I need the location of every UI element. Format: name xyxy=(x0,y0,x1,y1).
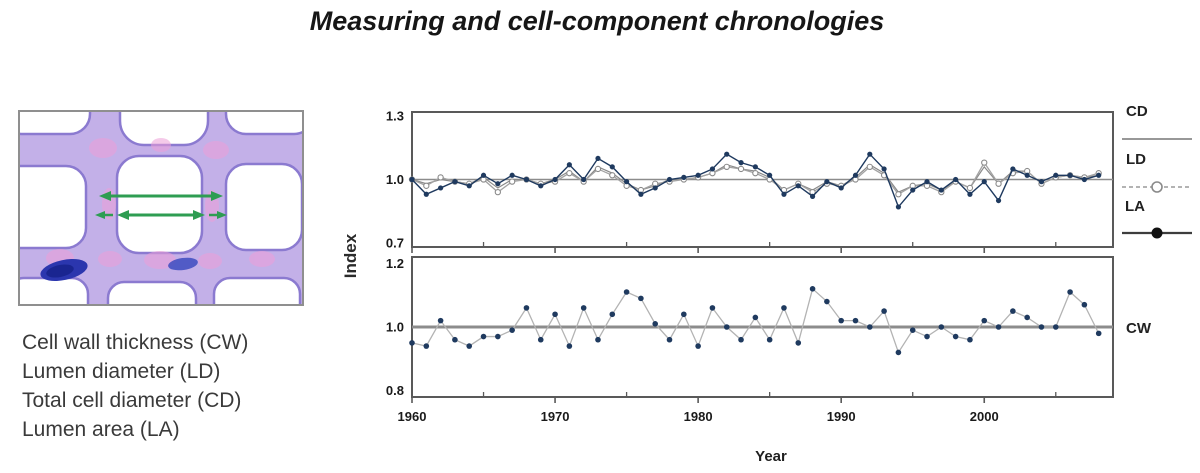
label-total-cell-diameter: Total cell diameter (CD) xyxy=(22,389,242,412)
chronology-bottom-chart: 1.2 1.0 0.8 1960 1970 1980 1990 2000 xyxy=(386,256,1114,424)
svg-text:0.7: 0.7 xyxy=(386,235,404,250)
series-cw xyxy=(409,286,1102,356)
svg-text:1.3: 1.3 xyxy=(386,109,404,124)
cd-line-sample xyxy=(1122,138,1192,140)
blue-stain-blob xyxy=(40,257,198,281)
svg-text:2000: 2000 xyxy=(970,409,999,424)
svg-text:1.2: 1.2 xyxy=(386,256,404,271)
svg-text:1960: 1960 xyxy=(398,409,427,424)
measurement-definitions: Cell wall thickness (CW) Lumen diameter … xyxy=(22,328,248,444)
legend-label-cd: CD xyxy=(1126,103,1148,120)
pink-stain-spots xyxy=(46,138,275,269)
measurement-arrows xyxy=(95,191,227,220)
total-cell-diameter-arrow xyxy=(99,191,223,201)
label-lumen-diameter: Lumen diameter (LD) xyxy=(22,360,221,383)
lumen-diameter-arrow xyxy=(117,210,205,220)
svg-text:1.0: 1.0 xyxy=(386,172,404,187)
legend-label-la: LA xyxy=(1125,198,1145,215)
page-title: Measuring and cell-component chronologie… xyxy=(309,6,885,36)
label-cell-wall-thickness: Cell wall thickness (CW) xyxy=(22,331,249,354)
svg-text:1.0: 1.0 xyxy=(386,320,404,335)
chronology-top-chart: 1.3 1.0 0.7 xyxy=(386,109,1114,253)
cell-wall-thickness-arrow-right xyxy=(209,211,227,219)
x-axis-label: Year xyxy=(755,448,787,465)
svg-text:0.8: 0.8 xyxy=(386,383,404,398)
legend-label-cw: CW xyxy=(1126,320,1151,337)
legend-label-ld: LD xyxy=(1126,151,1146,168)
label-lumen-area: Lumen area (LA) xyxy=(22,418,180,441)
ld-line-sample xyxy=(1122,181,1192,193)
svg-text:1990: 1990 xyxy=(827,409,856,424)
la-line-sample xyxy=(1122,227,1192,239)
series-la xyxy=(409,151,1102,210)
svg-text:1980: 1980 xyxy=(684,409,713,424)
svg-text:1970: 1970 xyxy=(541,409,570,424)
y-axis-label: Index xyxy=(341,233,360,279)
cell-wall-thickness-arrow-left xyxy=(95,211,113,219)
